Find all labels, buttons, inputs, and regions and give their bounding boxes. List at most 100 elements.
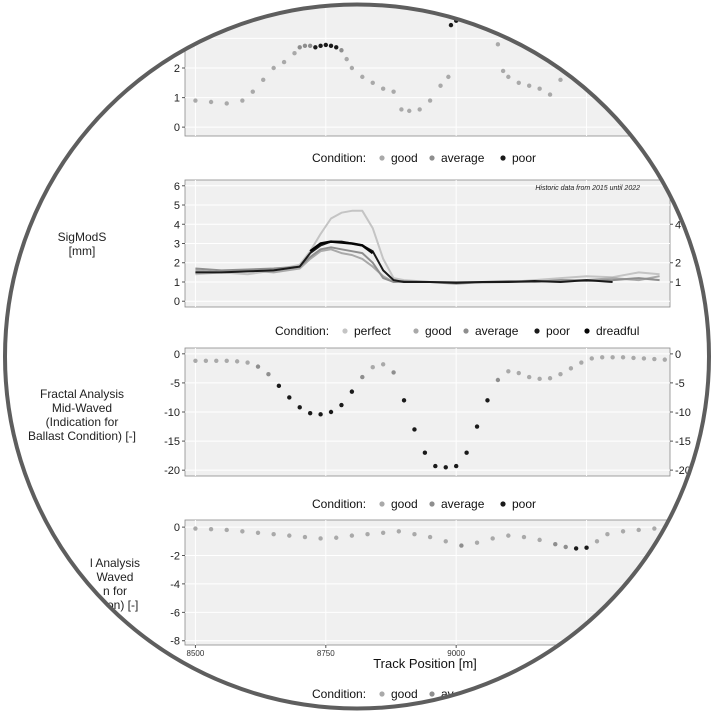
panel-2-y-tick-label: 5 [174, 200, 180, 212]
panel-1-point [302, 43, 308, 49]
panel-3-point [495, 377, 501, 383]
panel-1-point [193, 98, 198, 103]
panel-3-point [214, 358, 219, 363]
panel-4-legend-label-good: good [391, 687, 418, 701]
panel-2-series-line-poor [195, 240, 613, 284]
panel-3-point [620, 355, 626, 360]
panel-4-point [365, 532, 370, 537]
panel-1-y-tick-label: 2 [174, 63, 180, 75]
panel-3-legend-label-good: good [391, 497, 418, 511]
panel-3-legend-title: Condition: [312, 497, 366, 511]
panel-3-point [401, 398, 407, 403]
panel-4-point [396, 529, 402, 534]
panel-4-point [271, 532, 276, 537]
panel-1-point [344, 56, 349, 62]
panel-3-y-tick-label: -20 [164, 465, 180, 477]
panel-1-point [380, 86, 386, 91]
panel-1-point [360, 74, 365, 80]
panel-3-y-ticks: 0 -5 -10 -15 -20 [164, 349, 185, 477]
panel-1-point [261, 77, 266, 83]
panel-2-legend: Condition: perfect good average poor dreadful [275, 324, 639, 338]
panel-2-y-tick-label: 6 [174, 181, 180, 193]
panel-4-y-tick-label: -2 [170, 551, 180, 563]
panel-1-point [407, 108, 412, 114]
panel-3-point [380, 362, 386, 367]
panel-1-point [516, 80, 521, 85]
panel-4-point [255, 530, 261, 535]
panel-3-point [610, 355, 615, 360]
panel-2-legend-label-average: average [475, 324, 519, 338]
panel-1-point [297, 45, 302, 50]
panel-3-point [547, 376, 553, 381]
panel-4-point [636, 527, 641, 533]
panel-3-point [245, 360, 250, 365]
panel-2-legend-key-dreadful [584, 328, 590, 334]
panel-3-point [453, 463, 459, 469]
panel-2-legend-key-poor [534, 328, 540, 334]
panel-1-point [490, 21, 495, 26]
panel-4-ylabel-line: l Analysis [90, 556, 140, 570]
panel-3-y2-tick-label: 0 [675, 349, 681, 361]
panel-4-point [474, 540, 480, 545]
panel-3-y2-tick-label: -15 [675, 436, 691, 448]
panel-3-ylabel-line: Ballast Condition) [-] [28, 429, 136, 443]
panel-1-point [427, 98, 433, 103]
panel-1-point [620, 86, 626, 91]
panel-1-point [579, 58, 584, 63]
panel-1-point [526, 83, 532, 88]
panel-3-legend-key-good [379, 501, 385, 507]
panel-2-legend-label-perfect: perfect [354, 324, 391, 338]
panel-3-point [391, 370, 396, 375]
panel-2-legend-label-poor: poor [546, 324, 570, 338]
panel-4-point [349, 533, 355, 538]
x-tick-label: 9250 [578, 649, 596, 658]
panel-4-y-tick-label: -6 [170, 607, 180, 619]
panel-1-legend-title: Condition: [312, 151, 366, 165]
panel-3-point [526, 374, 532, 380]
panel-1-point [474, 11, 480, 17]
panel-3-legend: Condition: good average poor [312, 497, 536, 511]
x-tick-label: 9000 [447, 649, 465, 658]
panel-3-point [443, 465, 448, 470]
panel-3-point [579, 360, 584, 365]
panel-3-point [516, 370, 521, 376]
panel-1-point [292, 51, 297, 56]
panel-3-point [276, 383, 282, 389]
panel-4-point [521, 534, 527, 540]
panel-1-legend-label-average: average [441, 151, 485, 165]
panel-4-grid [185, 520, 670, 645]
panel-4-legend-key-av [429, 691, 435, 697]
panel-3-point [193, 358, 198, 363]
panel-1-legend: Condition: good average poor [312, 151, 536, 165]
panel-3-point [203, 358, 209, 363]
panel-3-ylabel-line: Fractal Analysis [40, 387, 124, 401]
panel-1-point [417, 107, 422, 112]
panel-3: Fractal Analysis Mid-Waved (Indication for… [28, 347, 691, 511]
panel-1-point [600, 56, 605, 62]
panel-3-point [412, 427, 417, 432]
panel-3-legend-key-poor [500, 501, 506, 507]
panel-1-point [480, 12, 485, 17]
panel-4-point [537, 537, 542, 543]
panel-4-point [208, 527, 214, 532]
panel-4-point [605, 532, 610, 537]
panel-4-point [573, 546, 579, 551]
panel-3-point [307, 410, 313, 416]
panel-4-point [459, 543, 464, 548]
panel-3-point [349, 389, 355, 394]
panel-1-point [334, 45, 339, 50]
panel-4-point [506, 533, 511, 538]
panel-3-point [631, 355, 636, 361]
panel-1-point [318, 43, 323, 49]
panel-1-point [652, 110, 657, 115]
panel-1-legend-label-good: good [391, 151, 418, 165]
panel-3-y-tick-label: -15 [164, 436, 180, 448]
panel-1-point [339, 48, 344, 53]
x-axis-title: Track Position [m] [373, 656, 477, 671]
panel-1-point [224, 101, 229, 106]
panel-3-point [370, 365, 375, 370]
panel-1-point [589, 56, 594, 62]
panel-3-point [506, 369, 511, 374]
panel-2-marks [195, 209, 660, 285]
panel-1-point [281, 59, 287, 65]
